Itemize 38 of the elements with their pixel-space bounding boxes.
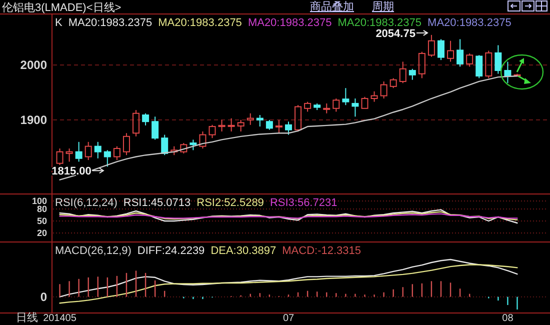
annotation: 2054.75 bbox=[376, 28, 416, 40]
series-label: RSI3:56.7231 bbox=[270, 197, 338, 209]
candlestick bbox=[132, 110, 140, 137]
annotation: K bbox=[55, 17, 63, 29]
line-series bbox=[59, 209, 518, 224]
series-label: RSI2:52.5289 bbox=[196, 197, 264, 209]
y-tick-label: 100 bbox=[32, 196, 47, 206]
series-label: DIFF:24.2239 bbox=[137, 245, 205, 257]
candlestick bbox=[494, 44, 502, 74]
annotation: MA20:1983.2375 bbox=[158, 17, 242, 29]
candlestick bbox=[256, 114, 264, 128]
text: DEA:30.3897 bbox=[210, 245, 276, 257]
candlestick bbox=[66, 148, 73, 162]
x-tick-label: 07 bbox=[282, 313, 294, 324]
annotation: MA20:1983.2375 bbox=[338, 17, 422, 29]
y-tick-label: 80 bbox=[36, 204, 47, 214]
text: 0 bbox=[40, 290, 48, 304]
annotation: MA20:1983.2375 bbox=[428, 17, 512, 29]
candlestick bbox=[246, 112, 254, 126]
text: 商品叠加 bbox=[310, 0, 354, 13]
candlestick bbox=[218, 119, 226, 132]
annotation: MA20:1983.2375 bbox=[248, 17, 332, 29]
chart-title: RSI(6,12,24) bbox=[55, 197, 118, 209]
y-tick-label: 50 bbox=[36, 216, 47, 226]
text: MACD:-12.3315 bbox=[282, 245, 361, 257]
y-tick-label: 2000 bbox=[20, 58, 48, 72]
x-axis-title: 日线 bbox=[16, 311, 38, 324]
annotation: MA20:1983.2375 bbox=[68, 17, 152, 29]
line-series bbox=[59, 211, 518, 220]
series-label: RSI1:45.0713 bbox=[123, 197, 191, 209]
x-tick-label: 08 bbox=[502, 313, 514, 324]
x-tick-label: 201405 bbox=[43, 313, 77, 324]
chart-title: MACD(26,12,9) bbox=[55, 245, 132, 257]
candlestick bbox=[352, 98, 359, 118]
chart-title: 伦铝电3(LMADE)<日线> bbox=[2, 1, 122, 14]
y-tick-label: 20 bbox=[36, 228, 47, 238]
text: 周期 bbox=[372, 1, 394, 13]
y-tick-label: 1900 bbox=[20, 113, 48, 128]
